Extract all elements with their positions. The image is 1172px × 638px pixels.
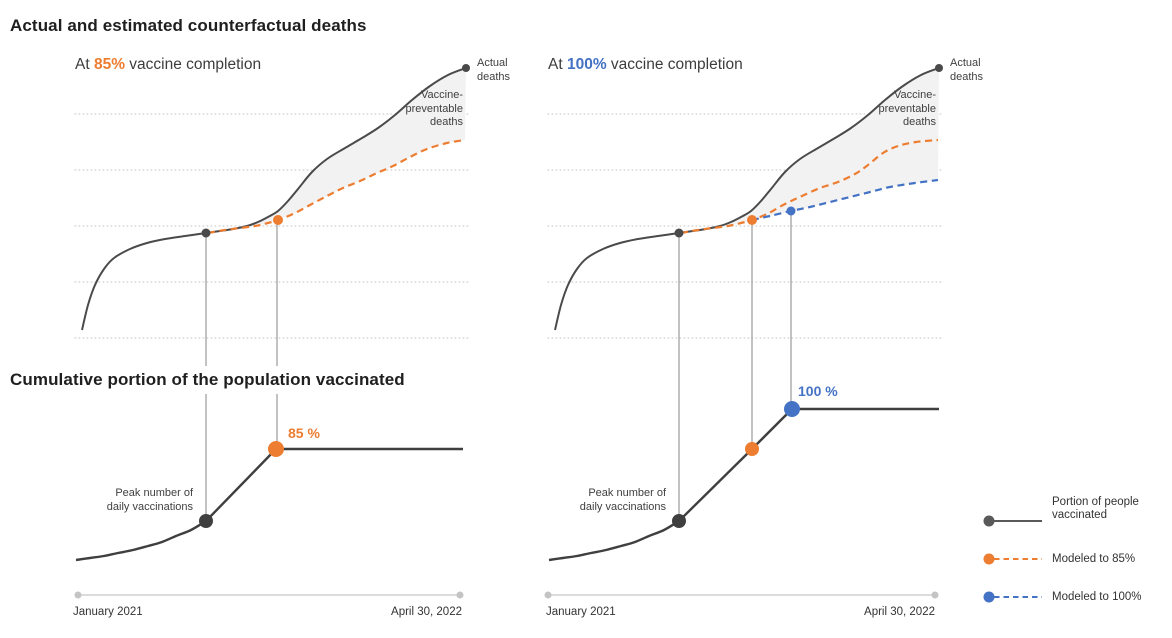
legend-swatch-modeled-100 bbox=[983, 591, 1042, 603]
panel-100-subtitle: At 100% vaccine completion bbox=[548, 56, 743, 74]
completion-label-100: 100 % bbox=[798, 383, 838, 399]
legend-label-portion-vaccinated: Portion of people vaccinated bbox=[1052, 496, 1139, 521]
subtitle-value: 85% bbox=[93, 56, 125, 73]
actual-deaths-label-100: Actual deaths bbox=[950, 57, 984, 83]
axis-start-label-85: January 2021 bbox=[73, 606, 143, 618]
completion-label-85: 85 % bbox=[288, 425, 320, 441]
subtitle-value: 100% bbox=[566, 56, 607, 73]
deaths-title: Actual and estimated counterfactual deat… bbox=[10, 16, 367, 35]
axis-start-label-100: January 2021 bbox=[546, 606, 616, 618]
peak-vaccinations-label-100: Peak number of daily vaccinations bbox=[579, 487, 666, 513]
peak-vaccinations-label-85: Peak number of daily vaccinations bbox=[106, 487, 193, 513]
legend-swatch-portion-vaccinated bbox=[983, 515, 1042, 527]
subtitle-prefix: At bbox=[548, 56, 567, 73]
legend-swatch-modeled-85 bbox=[983, 553, 1042, 565]
subtitle-prefix: At bbox=[75, 56, 94, 73]
axis-end-label-100: April 30, 2022 bbox=[864, 606, 935, 618]
subtitle-suffix: vaccine completion bbox=[124, 56, 262, 73]
vaccination-title: Cumulative portion of the population vac… bbox=[10, 366, 413, 394]
preventable-deaths-label-85: Vaccine- preventable deaths bbox=[405, 89, 464, 128]
axis-end-label-85: April 30, 2022 bbox=[391, 606, 462, 618]
legend-label-modeled-100: Modeled to 100% bbox=[1052, 591, 1142, 603]
legend-label-modeled-85: Modeled to 85% bbox=[1052, 553, 1136, 565]
preventable-deaths-label-100: Vaccine- preventable deaths bbox=[878, 89, 937, 128]
subtitle-suffix: vaccine completion bbox=[606, 56, 743, 73]
panel-85-subtitle: At 85% vaccine completion bbox=[75, 56, 261, 74]
actual-deaths-label-85: Actual deaths bbox=[477, 57, 511, 83]
